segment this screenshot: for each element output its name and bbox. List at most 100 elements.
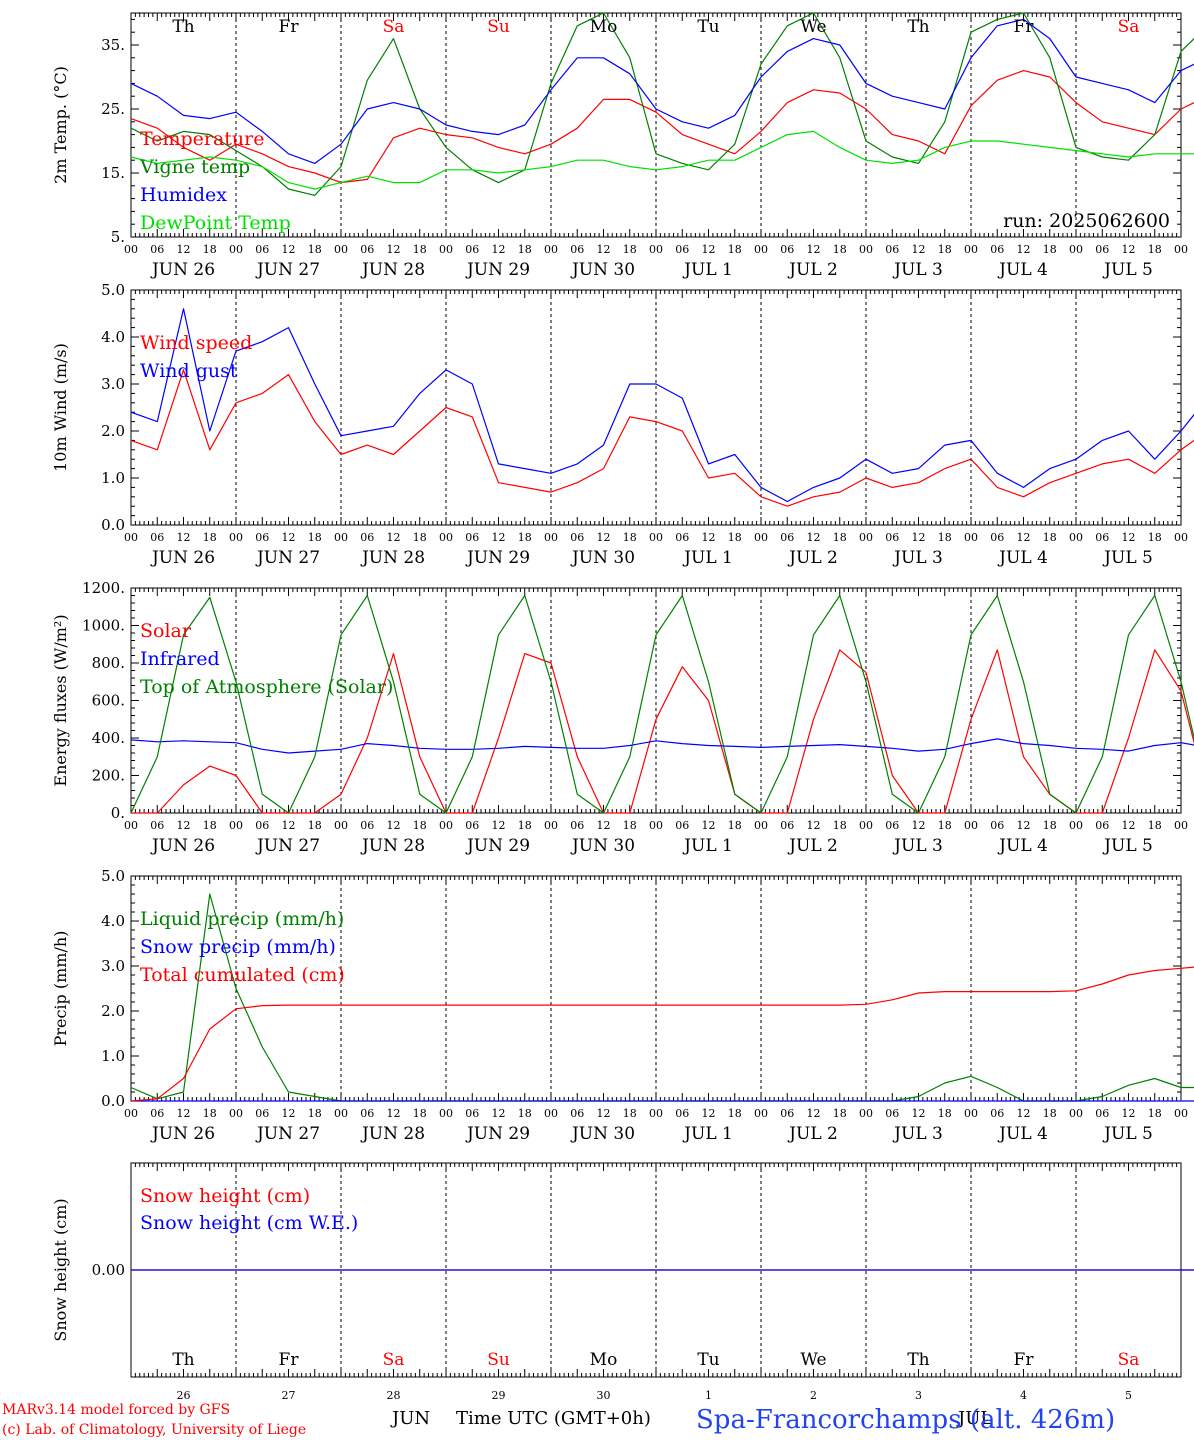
hour-label: 18 (833, 243, 847, 256)
y-axis-label: Energy fluxes (W/m²) (51, 614, 70, 786)
hour-label: 12 (702, 243, 716, 256)
hour-label: 12 (912, 819, 926, 832)
hour-label: 00 (334, 1107, 348, 1120)
hour-label: 00 (439, 243, 453, 256)
hour-label: 00 (964, 243, 978, 256)
y-tick-label: 600. (92, 692, 125, 710)
hour-label: 00 (964, 819, 978, 832)
hour-label: 18 (1148, 531, 1162, 544)
panel-snow: 0.00 Snow height (cm) Snow height (cm) Snow… (51, 1162, 1194, 1402)
date-label: JUL 2 (787, 548, 838, 568)
day-of-week-label: Fr (1014, 17, 1035, 37)
series-line-temp-0 (130, 69, 1194, 184)
hour-label: 12 (1122, 531, 1136, 544)
hour-label: 18 (728, 1107, 742, 1120)
hour-label: 06 (990, 243, 1004, 256)
hour-label: 00 (649, 243, 663, 256)
legend-entry: Snow height (cm) (140, 1185, 310, 1207)
hour-label: 06 (885, 531, 899, 544)
hour-label: 00 (124, 819, 138, 832)
y-tick-label: 400. (92, 729, 125, 747)
hour-label: 06 (570, 819, 584, 832)
hour-label: 00 (964, 531, 978, 544)
hour-label: 12 (387, 819, 401, 832)
hour-label: 00 (229, 243, 243, 256)
day-number-label: 26 (177, 1389, 191, 1402)
hour-label: 00 (439, 819, 453, 832)
hour-label: 12 (1017, 531, 1031, 544)
y-tick-label: 5. (111, 228, 125, 246)
hour-label: 06 (360, 819, 374, 832)
hour-label: 12 (1017, 243, 1031, 256)
hour-label: 18 (308, 243, 322, 256)
hour-label: 00 (229, 819, 243, 832)
y-tick-label: 35. (101, 36, 125, 54)
day-of-week-label: Fr (279, 1350, 300, 1370)
y-tick-label: 3.0 (101, 957, 125, 975)
hour-label: 06 (1095, 819, 1109, 832)
date-label: JUL 4 (997, 548, 1048, 568)
hour-label: 00 (124, 531, 138, 544)
panel-frame (130, 12, 1182, 238)
day-number-label: 4 (1020, 1389, 1027, 1402)
legend-entry: Total cumulated (cm) (140, 964, 345, 986)
hour-label: 18 (1148, 243, 1162, 256)
y-tick-label: 0.00 (92, 1261, 125, 1279)
copyright: (c) Lab. of Climatology, University of L… (2, 1422, 306, 1438)
day-of-week-label: Sa (383, 17, 405, 37)
hour-label: 18 (1148, 1107, 1162, 1120)
date-label: JUN 27 (255, 548, 320, 568)
date-label: JUN 26 (150, 836, 215, 856)
hour-label: 12 (807, 819, 821, 832)
hour-label: 06 (1095, 531, 1109, 544)
hour-label: 18 (938, 531, 952, 544)
hour-label: 18 (203, 243, 217, 256)
hour-label: 18 (623, 531, 637, 544)
hour-label: 06 (360, 531, 374, 544)
hour-label: 12 (597, 243, 611, 256)
hour-label: 06 (570, 531, 584, 544)
hour-label: 12 (282, 243, 296, 256)
hour-label: 00 (649, 531, 663, 544)
y-tick-label: 0. (111, 804, 125, 822)
hour-label: 18 (413, 819, 427, 832)
day-number-label: 5 (1125, 1389, 1132, 1402)
hour-label: 12 (387, 531, 401, 544)
y-tick-label: 5.0 (101, 281, 125, 299)
day-number-label: 27 (282, 1389, 296, 1402)
y-tick-label: 4.0 (101, 912, 125, 930)
date-label: JUN 30 (570, 548, 635, 568)
hour-label: 00 (754, 531, 768, 544)
y-axis-label: Snow height (cm) (51, 1198, 70, 1341)
date-label: JUN 26 (150, 260, 215, 280)
hour-label: 12 (177, 531, 191, 544)
hour-label: 00 (649, 1107, 663, 1120)
series-line-temp-1 (130, 12, 1194, 196)
hour-label: 18 (938, 1107, 952, 1120)
hour-label: 18 (833, 819, 847, 832)
hour-label: 12 (282, 1107, 296, 1120)
date-label: JUN 27 (255, 836, 320, 856)
panel-frame (130, 587, 1182, 814)
day-of-week-label: Mo (590, 17, 618, 37)
date-label: JUN 30 (570, 1124, 635, 1144)
legend-entry: Infrared (140, 648, 220, 670)
hour-label: 12 (702, 819, 716, 832)
hour-label: 00 (859, 243, 873, 256)
hour-label: 06 (675, 243, 689, 256)
hour-label: 18 (518, 531, 532, 544)
hour-label: 06 (990, 531, 1004, 544)
hour-label: 06 (885, 819, 899, 832)
hour-label: 06 (360, 1107, 374, 1120)
hour-label: 06 (465, 243, 479, 256)
date-label: JUN 29 (465, 1124, 530, 1144)
hour-label: 12 (912, 243, 926, 256)
footer: MARv3.14 model forced by GFS (c) Lab. of… (2, 1402, 1115, 1438)
hour-label: 12 (807, 1107, 821, 1120)
hour-label: 06 (150, 1107, 164, 1120)
date-label: JUN 29 (465, 260, 530, 280)
hour-label: 12 (177, 243, 191, 256)
date-label: JUL 4 (997, 260, 1048, 280)
hour-label: 06 (1095, 1107, 1109, 1120)
hour-label: 12 (492, 819, 506, 832)
